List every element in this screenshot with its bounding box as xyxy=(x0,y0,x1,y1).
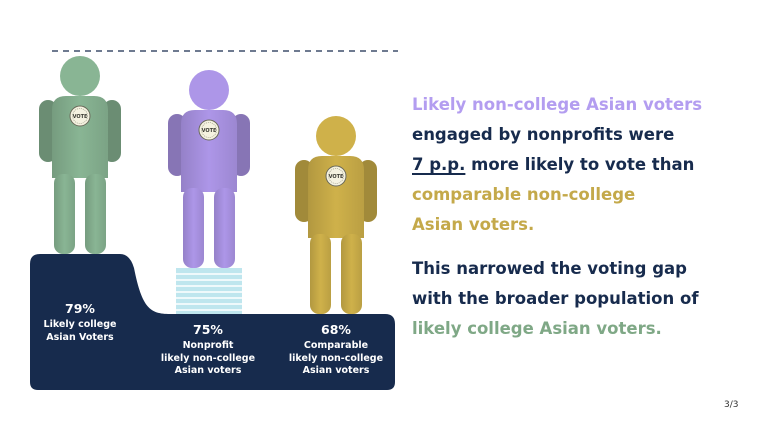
person-head-comparable xyxy=(316,116,356,156)
vote-badge-icon xyxy=(325,165,347,187)
vote-badge-ring xyxy=(201,122,217,138)
page-number: 3/3 xyxy=(724,400,739,410)
nonprofit-category-line3: Asian voters xyxy=(174,365,242,376)
person-leg-left-comparable xyxy=(310,234,331,314)
gap-text-line2: with the broader population of xyxy=(412,289,699,308)
gap-text-line1: This narrowed the voting gap xyxy=(412,259,687,278)
vote-badge-text: VOTE xyxy=(73,114,88,120)
gap-narrowed-text: This narrowed the voting gap with the br… xyxy=(412,254,752,344)
person-leg-left-college xyxy=(54,174,75,254)
nonprofit-percent-label: 75% xyxy=(193,322,223,337)
key-finding-text: Likely non-college Asian voters engaged … xyxy=(412,90,752,240)
gap-group-highlight: likely college Asian voters. xyxy=(412,319,662,338)
nonprofit-category-line1: Nonprofit xyxy=(182,340,234,351)
person-leg-left-nonprofit xyxy=(183,188,204,268)
finding-difference-highlight: 7 p.p. xyxy=(412,155,466,174)
vote-badge-icon xyxy=(198,119,220,141)
comparable-category-line3: Asian voters xyxy=(302,365,370,376)
vote-badge-text: VOTE xyxy=(329,174,344,180)
nonprofit-category-line2: likely non-college xyxy=(160,352,256,364)
person-figure-college: VOTE xyxy=(39,56,121,254)
college-category-line1: Likely college xyxy=(43,319,117,330)
finding-text-line2: engaged by nonprofits were xyxy=(412,125,675,144)
ballot-stack-block xyxy=(176,268,242,314)
finding-comparison-highlight-2: Asian voters. xyxy=(412,215,535,234)
comparable-percent-label: 68% xyxy=(321,322,351,337)
vote-badge-ring xyxy=(328,168,344,184)
vote-badge-icon xyxy=(69,105,91,127)
person-head-nonprofit xyxy=(189,70,229,110)
finding-comparison-highlight: comparable non-college xyxy=(412,185,636,204)
person-leg-right-comparable xyxy=(341,234,362,314)
stat-college: 79% Likely college Asian Voters xyxy=(30,301,130,344)
person-torso-college xyxy=(52,96,108,178)
person-figure-nonprofit: VOTE xyxy=(168,70,250,268)
person-leg-right-nonprofit xyxy=(214,188,235,268)
person-figure-comparable: VOTE xyxy=(295,116,377,314)
person-head-college xyxy=(60,56,100,96)
stat-nonprofit: 75% Nonprofit likely non-college Asian v… xyxy=(152,322,264,378)
vote-badge-text: VOTE xyxy=(202,128,217,134)
finding-group-highlight: Likely non-college Asian voters xyxy=(412,95,703,114)
college-category-line2: Asian Voters xyxy=(46,331,114,343)
finding-text-line3: more likely to vote than xyxy=(471,155,695,174)
college-percent-label: 79% xyxy=(65,301,95,316)
stat-comparable: 68% Comparable likely non-college Asian … xyxy=(280,322,392,378)
comparable-category-line1: Comparable xyxy=(303,340,369,351)
person-torso-nonprofit xyxy=(181,110,237,192)
vote-badge-ring xyxy=(72,108,88,124)
chart-base-platform xyxy=(30,254,395,390)
person-torso-comparable xyxy=(308,156,364,238)
person-leg-right-college xyxy=(85,174,106,254)
ballot-stack xyxy=(176,268,242,314)
comparable-category-line2: likely non-college xyxy=(288,352,384,364)
